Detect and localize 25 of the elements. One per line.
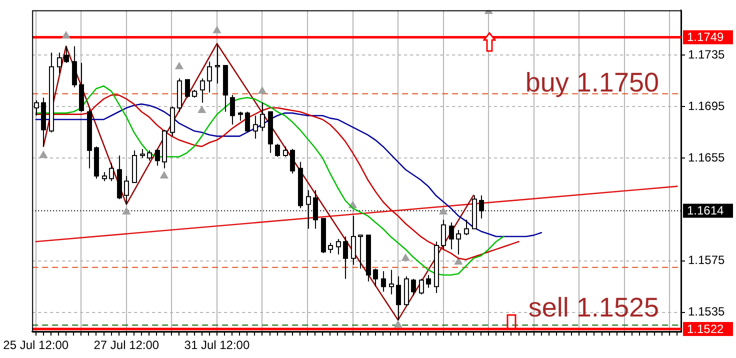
y-tick-label: 1.1575 [688,253,726,268]
ref-line-label: 1.1522 [687,322,724,336]
y-tick-label: 1.1535 [688,304,726,319]
point [198,106,206,113]
ref-line-label: 1.1749 [687,30,724,44]
y-tick-label: 1.1735 [688,48,726,62]
x-tick-label: 31 Jul 12:00 [184,338,250,352]
point [454,258,462,265]
annotation: buy 1.1750 [525,68,659,98]
annotation: sell 1.1525 [528,292,659,323]
point [394,320,402,328]
x-tick-label: 25 Jul 12:00 [3,338,69,352]
point [62,31,70,38]
point [175,62,184,70]
point [39,150,48,158]
y-tick-label: 1.1695 [688,98,726,113]
point [122,208,130,215]
y-tick-label: 1.1655 [688,150,726,164]
ref-line-label: 1.1614 [687,204,724,218]
point [160,172,168,179]
point [439,208,448,215]
point [212,26,221,34]
point [258,86,266,94]
x-tick-label: 27 Jul 12:00 [94,338,160,352]
point [402,254,410,261]
